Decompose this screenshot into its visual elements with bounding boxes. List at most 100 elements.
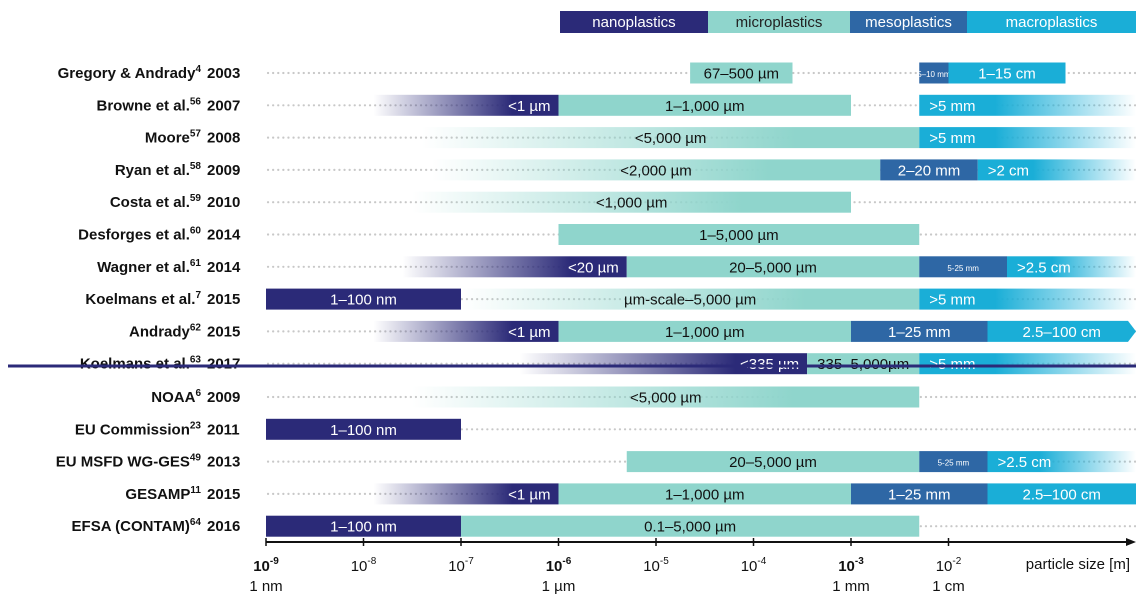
bar-segment-meso	[880, 159, 978, 181]
row: Moore57 2008 <5,000 µm >5 mm	[145, 127, 1136, 149]
bar-segment-macro	[987, 483, 1136, 505]
x-unit-label: 1 cm	[932, 578, 965, 595]
source-name: EFSA (CONTAM)	[72, 518, 190, 535]
x-axis-arrowhead	[1126, 538, 1136, 546]
segment-label: 5-25 mm	[938, 459, 970, 468]
row-source-label: Desforges et al.60	[78, 226, 201, 244]
bar-segment-micro	[690, 62, 793, 84]
x-tick-label: 10-3	[838, 556, 864, 575]
source-reference: 6	[195, 388, 201, 399]
source-name: GESAMP	[125, 486, 190, 503]
row-source-label: Moore57	[145, 129, 202, 147]
segment-label: µm-scale–5,000 µm	[624, 292, 756, 309]
row-source-label: Andrady62	[129, 322, 201, 340]
segment-label: 1–5,000 µm	[699, 227, 779, 244]
source-reference: 60	[190, 226, 202, 237]
segment-label: 0.1–5,000 µm	[644, 519, 736, 536]
source-reference: 56	[190, 96, 202, 107]
x-unit-label: 1 mm	[832, 578, 870, 595]
segment-label: <1 µm	[508, 98, 550, 115]
x-tick-label: 10-5	[643, 556, 669, 575]
row: Costa et al.59 2010 <1,000 µm	[110, 191, 1136, 213]
row-year: 2014	[207, 259, 241, 276]
segment-label: >2.5 cm	[1017, 259, 1071, 276]
row-source-label: EFSA (CONTAM)64	[72, 517, 202, 535]
source-reference: 23	[190, 420, 202, 431]
segment-label: 2.5–100 cm	[1023, 324, 1101, 341]
row-year: 2015	[207, 486, 240, 503]
legend-label-meso: mesoplastics	[865, 14, 952, 31]
row-source-label: Ryan et al.58	[115, 161, 202, 179]
bar-segment-nano	[266, 288, 461, 310]
row-year: 2009	[207, 162, 240, 179]
segment-label: 2.5–100 cm	[1023, 486, 1101, 503]
segment-label: <1,000 µm	[596, 195, 668, 212]
row-year: 2010	[207, 194, 240, 211]
bar-segment-meso	[919, 256, 1007, 278]
source-reference: 7	[195, 290, 201, 301]
bar-segment-micro	[626, 451, 920, 473]
row-year: 2015	[207, 323, 240, 340]
legend-swatch-nano	[560, 11, 708, 33]
source-name: Desforges et al.	[78, 227, 190, 244]
segment-label: 1–25 mm	[888, 486, 951, 503]
row-year: 2017	[207, 356, 240, 373]
source-reference: 58	[190, 161, 202, 172]
x-tick-label: 10-9	[253, 556, 279, 575]
source-name: Koelmans et al.	[80, 356, 190, 373]
bar-segment-meso	[919, 62, 949, 84]
source-name: EU MSFD WG-GES	[56, 454, 190, 471]
row-year: 2016	[207, 518, 240, 535]
segment-label: <1 µm	[508, 486, 550, 503]
source-name: EU Commission	[75, 421, 190, 438]
row-year: 2014	[207, 227, 241, 244]
bar-segment-macro	[919, 94, 1136, 116]
x-tick-label: 10-7	[448, 556, 474, 575]
segment-label: >2.5 cm	[998, 454, 1052, 471]
segment-label: 1–1,000 µm	[665, 324, 745, 341]
source-reference: 4	[195, 64, 201, 75]
bar-segment-nano	[266, 515, 461, 537]
segment-label: 1–1,000 µm	[665, 98, 745, 115]
source-name: Andrady	[129, 323, 191, 340]
row-year: 2003	[207, 65, 240, 82]
row-source-label: EU MSFD WG-GES49	[56, 453, 202, 471]
row-source-label: Koelmans et al.7	[85, 290, 201, 308]
source-name: Moore	[145, 130, 190, 147]
bar-segment-meso	[919, 451, 988, 473]
segment-label: 1–25 mm	[888, 324, 951, 341]
bar-segment-micro	[626, 256, 920, 278]
bar-segment-meso	[851, 483, 988, 505]
bar-segment-macro	[977, 159, 1136, 181]
bar-segment-nano	[402, 256, 627, 278]
bar-segment-nano	[373, 483, 559, 505]
source-name: Koelmans et al.	[85, 291, 195, 308]
bar-segment-nano	[519, 353, 808, 375]
legend-swatch-macro	[967, 11, 1136, 33]
segment-label: <5,000 µm	[635, 130, 707, 147]
bar-segment-macro	[987, 320, 1136, 342]
bar-segment-nano	[266, 418, 461, 440]
bar-segment-micro	[558, 483, 851, 505]
row: Wagner et al.61 2014 <20 µm 20–5,000 µm 5-25…	[97, 256, 1136, 278]
row: Gregory & Andrady4 2003 67–500 µm 5–10 mm 1–…	[58, 62, 1136, 84]
row-source-label: Gregory & Andrady4	[58, 64, 202, 82]
row-year: 2015	[207, 291, 240, 308]
legend-label-macro: macroplastics	[1006, 14, 1098, 31]
bar-segment-micro	[558, 320, 851, 342]
bar-segment-micro	[412, 386, 920, 408]
source-name: Wagner et al.	[97, 259, 190, 276]
row-year: 2013	[207, 454, 240, 471]
row: Ryan et al.58 2009 <2,000 µm 2–20 mm >2 cm	[115, 159, 1136, 181]
source-name: Costa et al.	[110, 194, 190, 211]
segment-label: <20 µm	[568, 259, 619, 276]
bar-segment-nano	[373, 94, 559, 116]
row-year: 2007	[207, 97, 240, 114]
legend-label-nano: nanoplastics	[592, 14, 675, 31]
row-source-label: Browne et al.56	[97, 96, 202, 114]
bar-segment-micro	[422, 127, 920, 149]
segment-label: 67–500 µm	[704, 66, 779, 83]
bar-segment-micro	[461, 288, 920, 310]
